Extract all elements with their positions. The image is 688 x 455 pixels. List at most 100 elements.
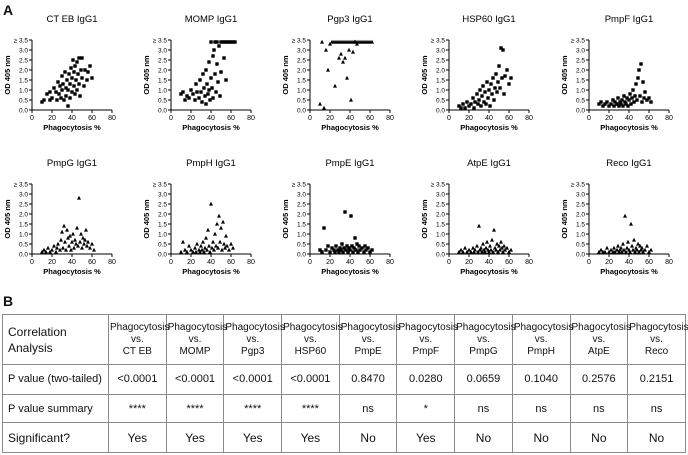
x-axis-label: Phagocytosis % [43, 123, 101, 132]
data-point [477, 223, 481, 228]
data-point [476, 102, 480, 106]
data-point [641, 80, 645, 84]
data-point [60, 88, 64, 92]
data-point [179, 249, 183, 254]
y-tick-label: 0.0 [158, 252, 167, 259]
scatter-chart: Pgp3 IgG1 0.0 0.5 1.0 1.5 2.0 2.5 3.0 ≥ 3.5 0 20 40… [281, 14, 394, 132]
data-point [461, 102, 465, 106]
data-point [231, 40, 235, 44]
data-point [65, 227, 69, 232]
x-tick-label: 20 [465, 259, 473, 266]
data-point [638, 94, 642, 98]
data-point [457, 104, 461, 108]
data-point [63, 239, 67, 244]
data-point [191, 249, 195, 254]
y-tick-label: ≥ 3.5 [153, 38, 168, 45]
data-point [481, 84, 485, 88]
data-point [57, 92, 61, 96]
table-cell: * [396, 393, 456, 424]
x-tick-label: 20 [187, 115, 195, 122]
y-axis-label: OD 405 nm [142, 55, 151, 95]
y-tick-label: 0.0 [19, 252, 28, 259]
x-tick-label: 40 [485, 115, 493, 122]
data-point [215, 62, 219, 66]
data-point [80, 245, 84, 250]
data-point [358, 248, 362, 252]
data-point [507, 82, 511, 86]
data-point [221, 219, 225, 224]
data-point [214, 90, 218, 94]
column-header-line: AtpE [588, 345, 610, 357]
data-point [649, 247, 653, 252]
data-point [70, 239, 74, 244]
column-header: Phagocytosis vs. Pgp3 [223, 313, 285, 366]
data-point [218, 239, 222, 244]
data-point [605, 100, 609, 104]
data-point [476, 249, 480, 254]
data-point [603, 102, 607, 106]
data-point [643, 247, 647, 252]
data-point [214, 243, 218, 248]
x-axis-label: Phagocytosis % [460, 267, 518, 276]
data-point [320, 250, 324, 254]
data-point [68, 233, 72, 238]
x-tick-label: 80 [386, 115, 394, 122]
y-tick-label: 1.5 [297, 222, 306, 229]
data-point [213, 40, 217, 44]
data-point [202, 249, 206, 254]
data-point [618, 100, 622, 104]
scatter-chart: PmpE IgG1 0.0 0.5 1.0 1.5 2.0 2.5 3.0 ≥ 3.5 0 20 40… [281, 158, 394, 276]
data-point [463, 106, 467, 110]
data-point [480, 249, 484, 254]
y-tick-label: 2.5 [297, 58, 306, 65]
data-point [488, 104, 492, 108]
y-tick-label: 3.0 [158, 48, 167, 55]
y-tick-label: 3.0 [19, 48, 28, 55]
data-point [204, 235, 208, 240]
data-point [62, 98, 66, 102]
data-point [77, 195, 81, 200]
column-header-line: vs. [419, 333, 433, 345]
data-point [478, 247, 482, 252]
data-point [83, 237, 87, 242]
data-point [478, 88, 482, 92]
data-point [475, 243, 479, 248]
data-point [492, 227, 496, 232]
data-point [490, 237, 494, 242]
y-tick-label: 2.0 [19, 68, 28, 75]
scatter-chart: HSP60 IgG1 0.0 0.5 1.0 1.5 2.0 2.5 3.0 ≥ 3.5 0 20 4… [420, 14, 533, 132]
data-point [209, 40, 213, 44]
table-cell: Yes [165, 422, 225, 453]
y-tick-label: 3.0 [576, 192, 585, 199]
data-point [66, 88, 70, 92]
data-point [215, 221, 219, 226]
column-header-line: vs. [477, 333, 490, 345]
data-point [353, 236, 357, 240]
data-point [216, 80, 220, 84]
x-tick-label: 40 [68, 115, 76, 122]
data-point [193, 245, 197, 250]
data-point [64, 94, 68, 98]
column-header: Phagocytosis vs. PmpH [511, 313, 573, 366]
data-point [500, 76, 504, 80]
x-axis-label: Phagocytosis % [182, 267, 240, 276]
data-point [475, 92, 479, 96]
y-tick-label: ≥ 3.5 [571, 182, 586, 189]
x-tick-label: 80 [108, 259, 116, 266]
y-tick-label: 1.5 [158, 222, 167, 229]
y-tick-label: 0.0 [158, 108, 167, 115]
data-point [60, 229, 64, 234]
y-axis-label: OD 405 nm [3, 199, 12, 239]
data-point [617, 249, 621, 254]
data-point [44, 249, 48, 254]
data-point [494, 72, 498, 76]
data-point [357, 244, 361, 248]
data-point [500, 245, 504, 250]
data-point [88, 245, 92, 250]
data-point [336, 248, 340, 252]
y-tick-label: 0.5 [576, 98, 585, 105]
data-point [181, 239, 185, 244]
x-tick-label: 60 [366, 115, 374, 122]
data-point [597, 102, 601, 106]
data-point [622, 94, 626, 98]
